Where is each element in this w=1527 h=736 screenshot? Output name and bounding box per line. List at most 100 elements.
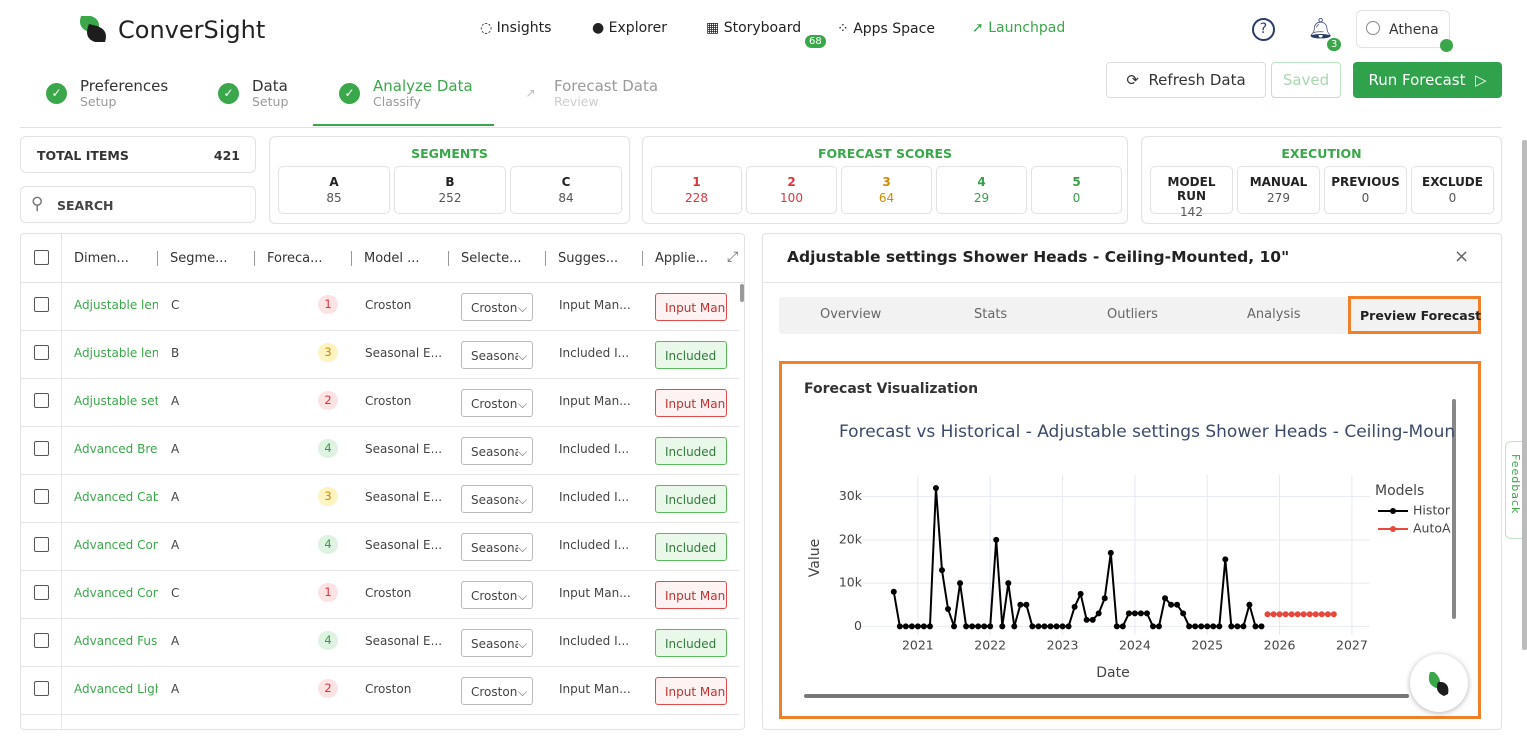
column-header[interactable]: Dimen... (74, 251, 129, 266)
table-row[interactable]: Advanced Fus A 4 Seasonal E... Seasonal ⌵ Incl… (21, 619, 739, 667)
item-name[interactable]: Advanced Con (74, 538, 158, 552)
data-point (1306, 611, 1313, 618)
model-select[interactable]: Seasonal ⌵ (461, 533, 533, 561)
model-select[interactable]: Seasonal ⌵ (461, 629, 533, 657)
column-header[interactable]: Applie... (655, 251, 709, 266)
applied-tag[interactable]: Included (655, 437, 727, 465)
summary-cell[interactable]: A 85 (278, 166, 390, 214)
checkbox[interactable] (34, 585, 49, 600)
table-row[interactable]: Advanced Cab A 3 Seasonal E... Seasonal ⌵ Incl… (21, 475, 739, 523)
table-row[interactable]: Adjustable set A 2 Croston Croston ⌵ Input Man… (21, 379, 739, 427)
tab[interactable]: Analysis (1247, 307, 1301, 322)
item-name[interactable]: Advanced Bre (74, 442, 158, 456)
item-name[interactable]: Adjustable len (74, 298, 158, 312)
checkbox[interactable] (34, 345, 49, 360)
tab[interactable]: Preview Forecast (1360, 308, 1482, 323)
data-point (1222, 556, 1229, 563)
summary-cell[interactable]: MANUAL 279 (1237, 166, 1320, 214)
summary-cell[interactable]: C 84 (510, 166, 622, 214)
page-scrollbar[interactable] (1522, 140, 1527, 650)
summary-cell[interactable]: 4 29 (936, 166, 1027, 214)
item-name[interactable]: Advanced Cab (74, 490, 158, 504)
applied-tag[interactable]: Included (655, 341, 727, 369)
scrollbar[interactable] (1452, 399, 1456, 619)
step-title[interactable]: Analyze Data (373, 77, 473, 95)
nav-explorer[interactable]: ● Explorer (592, 20, 667, 36)
model-select[interactable]: Croston ⌵ (461, 389, 533, 417)
scrollbar[interactable] (740, 284, 744, 302)
summary-cell[interactable]: PREVIOUS 0 (1324, 166, 1407, 214)
saved-button[interactable]: Saved (1271, 62, 1341, 98)
item-name[interactable]: Advanced Con (74, 586, 158, 600)
search-box[interactable]: ⚲ SEARCH (20, 186, 256, 223)
nav-launchpad[interactable]: ➚ Launchpad (972, 20, 1066, 36)
summary-cell[interactable]: MODEL RUN 142 (1150, 166, 1233, 219)
applied-tag[interactable]: Included (655, 485, 727, 513)
refresh-button[interactable]: ⟳ Refresh Data (1106, 62, 1266, 98)
summary-cell[interactable]: B 252 (394, 166, 506, 214)
select-value: Seasonal (471, 637, 526, 651)
checkbox[interactable] (34, 681, 49, 696)
checkbox[interactable] (34, 297, 49, 312)
data-point (1113, 623, 1120, 630)
help-button[interactable]: ? (1252, 18, 1275, 41)
model-select[interactable]: Croston ⌵ (461, 581, 533, 609)
column-header[interactable]: Foreca... (267, 251, 323, 266)
checkbox[interactable] (34, 393, 49, 408)
summary-cell[interactable]: 3 64 (841, 166, 932, 214)
checkbox[interactable] (34, 441, 49, 456)
item-name[interactable]: Advanced Ligh (74, 682, 158, 696)
close-button[interactable]: × (1454, 246, 1470, 267)
item-name[interactable]: Adjustable len (74, 346, 158, 360)
checkbox[interactable] (34, 489, 49, 504)
applied-tag[interactable]: Input Manual (655, 677, 727, 705)
model-select[interactable]: Seasonal ⌵ (461, 485, 533, 513)
nav-insights[interactable]: ◌ Insights (480, 20, 552, 36)
column-header[interactable]: Segme... (170, 251, 228, 266)
user-menu[interactable]: Athena (1356, 10, 1450, 48)
logo[interactable] (75, 12, 111, 50)
scrollbar[interactable] (804, 694, 1409, 698)
step-title[interactable]: Data (252, 77, 288, 95)
run-forecast-button[interactable]: Run Forecast ▷ (1353, 62, 1502, 98)
user-dropdown[interactable] (1440, 39, 1453, 52)
data-point (1300, 611, 1307, 618)
applied-tag[interactable]: Included (655, 629, 727, 657)
table-row[interactable]: Adjustable len C 1 Croston Croston ⌵ Input Man… (21, 283, 739, 331)
column-header[interactable]: Model ... (364, 251, 420, 266)
step-title[interactable]: Preferences (80, 77, 169, 95)
applied-tag[interactable]: Input Manual (655, 389, 727, 417)
item-name[interactable]: Adjustable set (74, 394, 158, 408)
model-select[interactable]: Seasonal ⌵ (461, 437, 533, 465)
model-select[interactable]: Croston ⌵ (461, 677, 533, 705)
column-header[interactable]: Selecte... (461, 251, 522, 266)
column-header[interactable]: Sugges... (558, 251, 619, 266)
summary-cell[interactable]: EXCLUDE 0 (1411, 166, 1494, 214)
applied-tag[interactable]: Included (655, 533, 727, 561)
assistant-button[interactable] (1410, 654, 1468, 712)
tab[interactable]: Outliers (1107, 307, 1158, 322)
tab[interactable]: Overview (820, 307, 882, 322)
table-row[interactable]: Advanced Bre A 4 Seasonal E... Seasonal ⌵ Incl… (21, 427, 739, 475)
table-row[interactable]: Advanced Ligh A 2 Croston Croston ⌵ Input Man.… (21, 667, 739, 715)
checkbox[interactable] (34, 633, 49, 648)
expand-icon[interactable]: ⤢ (727, 249, 739, 265)
checkbox[interactable] (34, 537, 49, 552)
checkbox[interactable] (34, 250, 49, 265)
step-title[interactable]: Forecast Data (554, 77, 659, 95)
summary-cell[interactable]: 1 228 (651, 166, 742, 214)
item-name[interactable]: Advanced Fus (74, 634, 158, 648)
applied-tag[interactable]: Input Manual (655, 293, 727, 321)
nav-apps[interactable]: ⁘ Apps Space (837, 21, 935, 37)
nav-storyboard[interactable]: ▦ Storyboard (706, 20, 802, 36)
model-select[interactable]: Croston ⌵ (461, 293, 533, 321)
tab[interactable]: Stats (974, 307, 1008, 322)
notifications[interactable]: 🔔︎ (1308, 16, 1334, 40)
table-row[interactable]: Advanced Con C 1 Croston Croston ⌵ Input Man..… (21, 571, 739, 619)
table-row[interactable]: Adjustable len B 3 Seasonal E... Seasonal ⌵ In… (21, 331, 739, 379)
model-select[interactable]: Seasonal ⌵ (461, 341, 533, 369)
table-row[interactable]: Advanced Con A 4 Seasonal E... Seasonal ⌵ Incl… (21, 523, 739, 571)
applied-tag[interactable]: Input Manual (655, 581, 727, 609)
summary-cell[interactable]: 2 100 (746, 166, 837, 214)
